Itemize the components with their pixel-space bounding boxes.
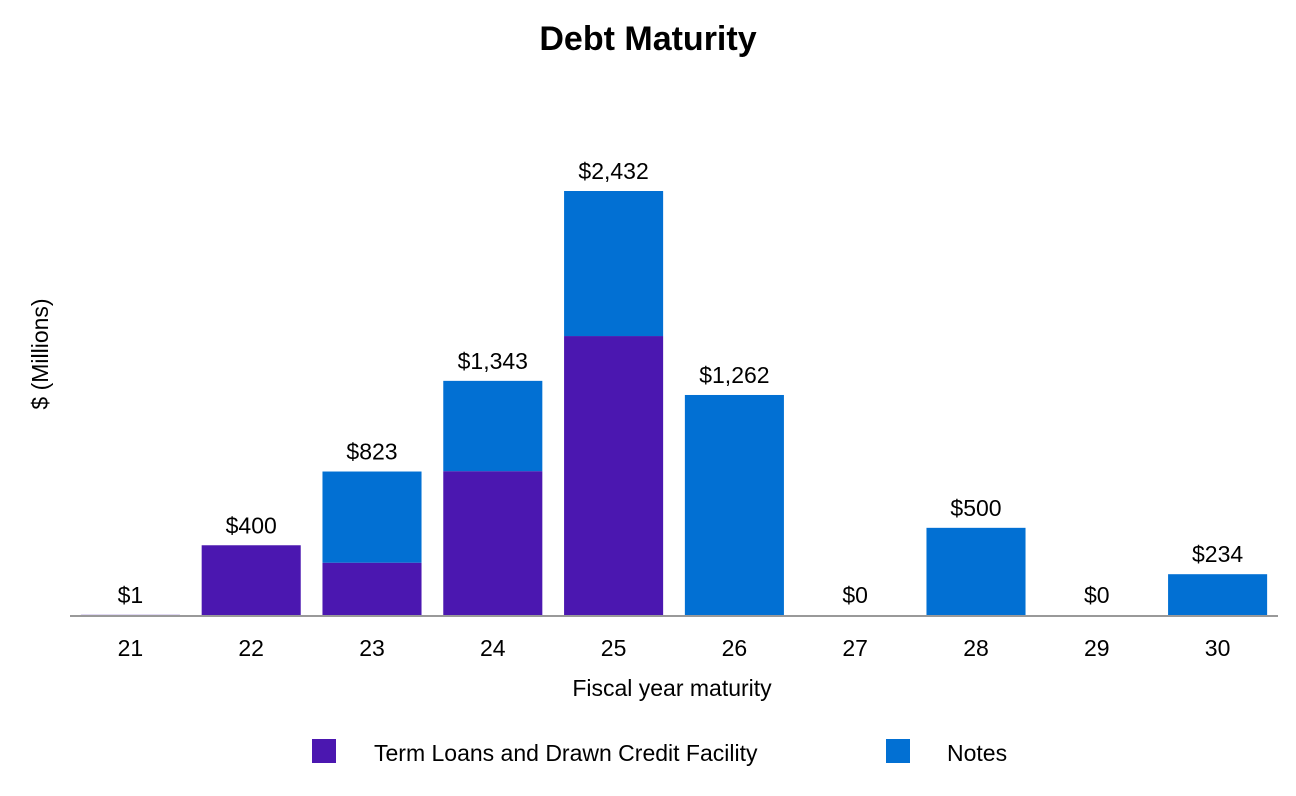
bar-notes-24 <box>443 380 543 472</box>
bar-term-loans-22 <box>201 545 301 615</box>
x-tick-labels-group: 21 22 23 24 25 26 27 28 29 30 <box>118 635 1231 661</box>
x-tick-label-22: 22 <box>238 635 264 661</box>
bar-notes-23 <box>322 471 422 563</box>
total-label-28: $500 <box>950 495 1001 521</box>
total-label-25: $2,432 <box>578 158 648 184</box>
x-tick-label-28: 28 <box>963 635 989 661</box>
x-tick-label-24: 24 <box>480 635 506 661</box>
bar-notes-26 <box>684 394 784 615</box>
total-label-27: $0 <box>842 582 868 608</box>
bars-group <box>80 191 1268 615</box>
legend-swatch-term-loans <box>312 739 336 763</box>
y-axis-label: $ (Millions) <box>27 298 53 409</box>
legend: Term Loans and Drawn Credit Facility Not… <box>312 739 1007 766</box>
total-label-23: $823 <box>346 439 397 465</box>
total-label-30: $234 <box>1192 541 1243 567</box>
total-label-24: $1,343 <box>458 348 528 374</box>
legend-label-term-loans: Term Loans and Drawn Credit Facility <box>374 740 758 766</box>
x-tick-label-27: 27 <box>842 635 868 661</box>
x-tick-label-30: 30 <box>1205 635 1231 661</box>
bar-notes-30 <box>1168 574 1268 615</box>
x-tick-label-25: 25 <box>601 635 627 661</box>
bar-term-loans-24 <box>443 471 543 615</box>
total-labels-group: $1 $400 $823 $1,343 $2,432 $1,262 $0 $500 $0 $234 <box>118 158 1244 608</box>
total-label-26: $1,262 <box>699 362 769 388</box>
total-label-22: $400 <box>226 512 277 538</box>
legend-swatch-notes <box>886 739 910 763</box>
bar-notes-25 <box>564 191 664 337</box>
bar-term-loans-25 <box>564 336 664 615</box>
x-tick-label-23: 23 <box>359 635 385 661</box>
chart-title: Debt Maturity <box>539 20 756 58</box>
x-axis-label: Fiscal year maturity <box>572 675 772 701</box>
total-label-29: $0 <box>1084 582 1110 608</box>
x-tick-label-29: 29 <box>1084 635 1110 661</box>
bar-notes-28 <box>926 527 1026 615</box>
x-tick-label-21: 21 <box>118 635 144 661</box>
legend-label-notes: Notes <box>947 740 1007 766</box>
bar-term-loans-23 <box>322 562 422 615</box>
total-label-21: $1 <box>118 582 144 608</box>
x-tick-label-26: 26 <box>722 635 748 661</box>
